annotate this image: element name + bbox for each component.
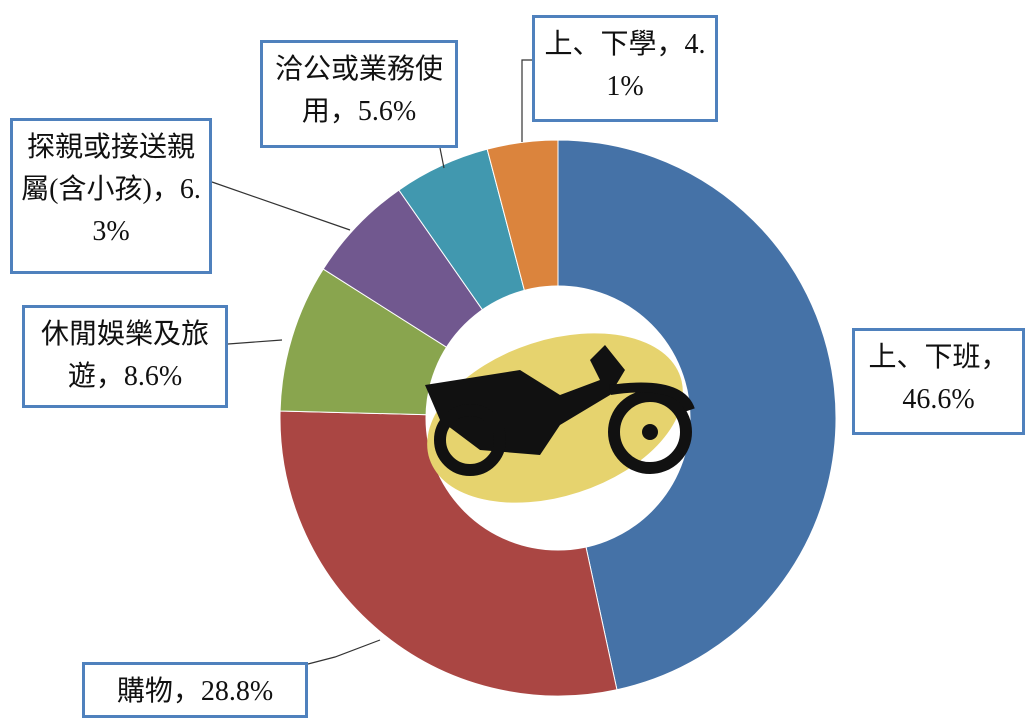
leader-line bbox=[211, 181, 351, 231]
leader-line bbox=[227, 339, 283, 345]
leader-line bbox=[439, 147, 445, 169]
label-text: 休閒娛樂及旅遊， bbox=[40, 319, 209, 392]
label-text: 6.3% bbox=[92, 174, 201, 247]
label-text: 8.6% bbox=[123, 361, 183, 392]
label-text: 上、下班， bbox=[868, 342, 1009, 373]
leader-line bbox=[521, 59, 532, 142]
data-label: 購物，28.8% bbox=[82, 662, 308, 718]
label-text: 5.6% bbox=[357, 96, 417, 127]
motorcycle-icon bbox=[425, 333, 695, 503]
label-text: 上、下學， bbox=[544, 29, 685, 60]
leader-line bbox=[307, 639, 381, 665]
label-text: 46.6% bbox=[902, 384, 975, 415]
data-label: 洽公或業務使用，5.6% bbox=[260, 40, 458, 148]
data-label: 上、下學，4.1% bbox=[532, 15, 718, 122]
data-label: 上、下班， 46.6% bbox=[852, 328, 1025, 435]
data-label: 休閒娛樂及旅遊，8.6% bbox=[22, 305, 228, 408]
data-label: 探親或接送親屬(含小孩)，6.3% bbox=[10, 118, 212, 274]
label-text: 探親或接送親屬(含小孩)， bbox=[21, 132, 195, 205]
label-text: 洽公或業務使用， bbox=[274, 54, 443, 127]
label-text: 28.8% bbox=[200, 676, 274, 707]
label-text: 4.1% bbox=[606, 29, 706, 102]
label-text: 購物， bbox=[116, 676, 201, 707]
